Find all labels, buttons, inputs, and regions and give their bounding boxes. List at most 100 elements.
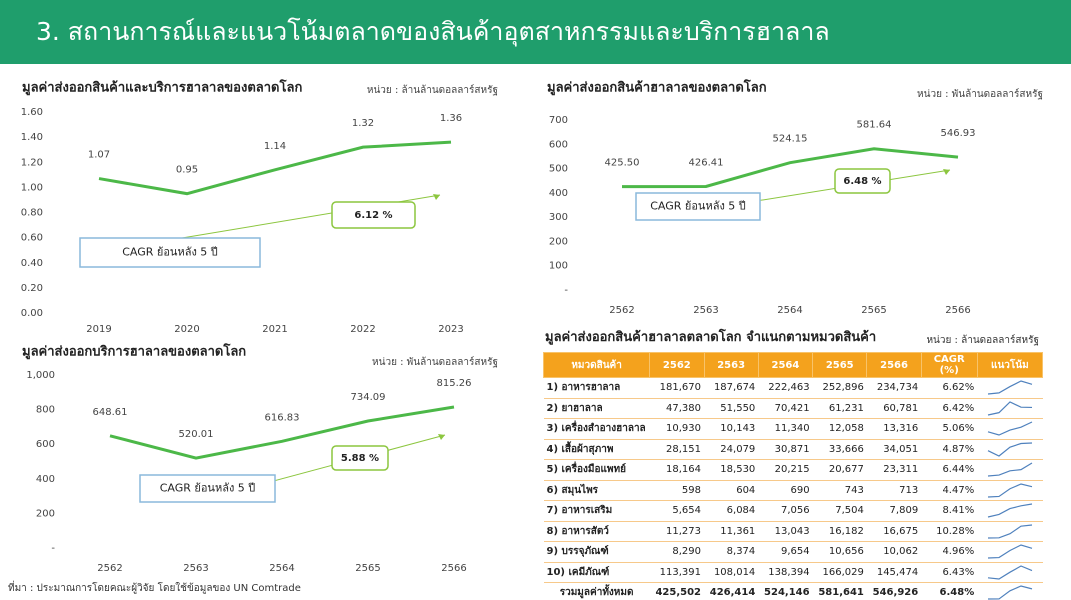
cell: 70,421 (758, 398, 813, 419)
column-header: หมวดสินค้า (542, 352, 651, 378)
cell: 10,930 (649, 418, 704, 440)
x-tick-label: 2022 (350, 324, 375, 335)
x-tick-label: 2563 (183, 563, 208, 574)
cell: 9,654 (758, 541, 813, 563)
table-row: รวมมูลค่าทั้งหมด 425,502 426,414 524,146 581… (543, 582, 1043, 600)
sparkline (987, 462, 1033, 477)
cell: 28,151 (649, 439, 704, 460)
cell: 20,215 (758, 459, 813, 481)
row-label: 10) เคมีภัณฑ์ (543, 562, 650, 583)
table-row: 5) เครื่องมือแพทย์ 18,164 18,530 20,215 20,6… (543, 459, 1043, 481)
column-header: 2564 (757, 352, 814, 378)
trend-cell (977, 582, 1043, 600)
y-tick-label: 200 (549, 236, 568, 247)
value-label: 815.26 (437, 378, 472, 389)
cell: 10,143 (704, 418, 759, 440)
y-tick-label: 700 (549, 115, 568, 126)
cell: 10.28% (921, 521, 978, 542)
y-tick-label: 0.00 (21, 308, 43, 319)
cell: 187,674 (704, 377, 759, 399)
cell: 11,273 (649, 521, 704, 542)
sparkline-line (987, 442, 1032, 457)
source-note: ที่มา : ประมาณการโดยคณะผู้วิจัย โดยใช้ข้… (8, 583, 301, 594)
cell: 425,502 (649, 582, 704, 600)
chart: มูลค่าส่งออกสินค้าและบริการฮาลาลของตลาดโ… (21, 79, 498, 336)
cagr-label: CAGR ย้อนหลัง 5 ปี (160, 482, 256, 495)
column-header: แนวโน้ม (976, 352, 1044, 378)
chart-title: มูลค่าส่งออกสินค้าฮาลาลของตลาดโลก (547, 79, 767, 96)
cell: 598 (649, 480, 704, 501)
y-tick-label: 0.20 (21, 283, 43, 294)
table-row: 1) อาหารฮาลาล 181,670 187,674 222,463 252,89… (543, 377, 1043, 399)
row-label: 3) เครื่องสำอางฮาลาล (543, 418, 650, 440)
chart-title: มูลค่าส่งออกบริการฮาลาลของตลาดโลก (22, 343, 246, 360)
y-tick-label: 600 (549, 139, 568, 150)
cell: 426,414 (704, 582, 759, 600)
x-tick-label: 2020 (174, 324, 199, 335)
series-line (621, 147, 959, 189)
sparkline (987, 524, 1032, 539)
trend-cell (977, 521, 1043, 542)
row-label: 1) อาหารฮาลาล (543, 377, 650, 399)
x-tick-label: 2562 (609, 305, 634, 316)
table-unit: หน่วย : ล้านดอลลาร์สหรัฐ (926, 335, 1039, 346)
cell: 252,896 (812, 377, 867, 399)
cagr-value-box (331, 445, 389, 471)
cell: 6.48% (921, 582, 978, 600)
cell: 51,550 (704, 398, 759, 419)
table-row: 4) เสื้อผ้าสุภาพ 28,151 24,079 30,871 33,666… (543, 439, 1043, 460)
cell: 61,231 (812, 398, 867, 419)
cell: 8,374 (704, 541, 759, 563)
table-row: 3) เครื่องสำอางฮาลาล 10,930 10,143 11,340 12… (543, 418, 1043, 440)
value-label: 425.50 (605, 158, 640, 169)
sparkline-line (987, 544, 1033, 559)
cell: 8,290 (649, 541, 704, 563)
value-label: 616.83 (265, 412, 300, 423)
cell: 18,164 (649, 459, 704, 481)
y-tick-label: 0.40 (21, 258, 43, 269)
y-tick-label: 1.20 (21, 157, 43, 168)
column-header: 2563 (703, 352, 759, 378)
cell: 30,871 (758, 439, 813, 460)
column-header: 2565 (812, 352, 868, 378)
chart-title: มูลค่าส่งออกสินค้าและบริการฮาลาลของตลาดโ… (22, 79, 302, 96)
trend-cell (977, 480, 1043, 501)
cell: 524,146 (758, 582, 813, 600)
row-label: 9) บรรจุภัณฑ์ (543, 541, 650, 563)
value-label: 520.01 (179, 429, 214, 440)
x-tick-label: 2566 (441, 563, 466, 574)
cagr-value: 6.12 % (354, 210, 392, 221)
cagr-box (79, 237, 261, 268)
y-tick-label: 800 (36, 405, 55, 416)
row-label: รวมมูลค่าทั้งหมด (543, 582, 650, 600)
series-line (98, 140, 452, 196)
sparkline (987, 401, 1032, 416)
cell: 4.96% (921, 541, 978, 563)
cell: 4.47% (921, 480, 978, 501)
cagr-arrowhead (433, 194, 440, 200)
sparkline-line (987, 462, 1033, 477)
cell: 546,926 (866, 582, 922, 600)
cell: 47,380 (649, 398, 704, 419)
cell: 743 (812, 480, 867, 501)
sparkline-line (987, 565, 1033, 580)
cell: 145,474 (866, 562, 922, 583)
cell: 166,029 (812, 562, 867, 583)
cagr-value-box (331, 201, 416, 229)
column-header: CAGR (%) (920, 352, 978, 378)
cagr-value: 5.88 % (341, 453, 379, 464)
cell: 181,670 (649, 377, 704, 399)
cagr-value-box (834, 168, 891, 194)
x-tick-label: 2019 (86, 324, 111, 335)
cagr-box (139, 474, 276, 503)
value-label: 1.14 (264, 141, 286, 152)
sparkline (987, 442, 1032, 457)
row-label: 2) ยาฮาลาล (543, 398, 650, 419)
cell: 690 (758, 480, 813, 501)
column-header: 2566 (866, 352, 922, 378)
value-label: 426.41 (689, 157, 724, 168)
trend-cell (977, 500, 1043, 522)
cell: 34,051 (866, 439, 922, 460)
y-tick-label: 600 (36, 439, 55, 450)
